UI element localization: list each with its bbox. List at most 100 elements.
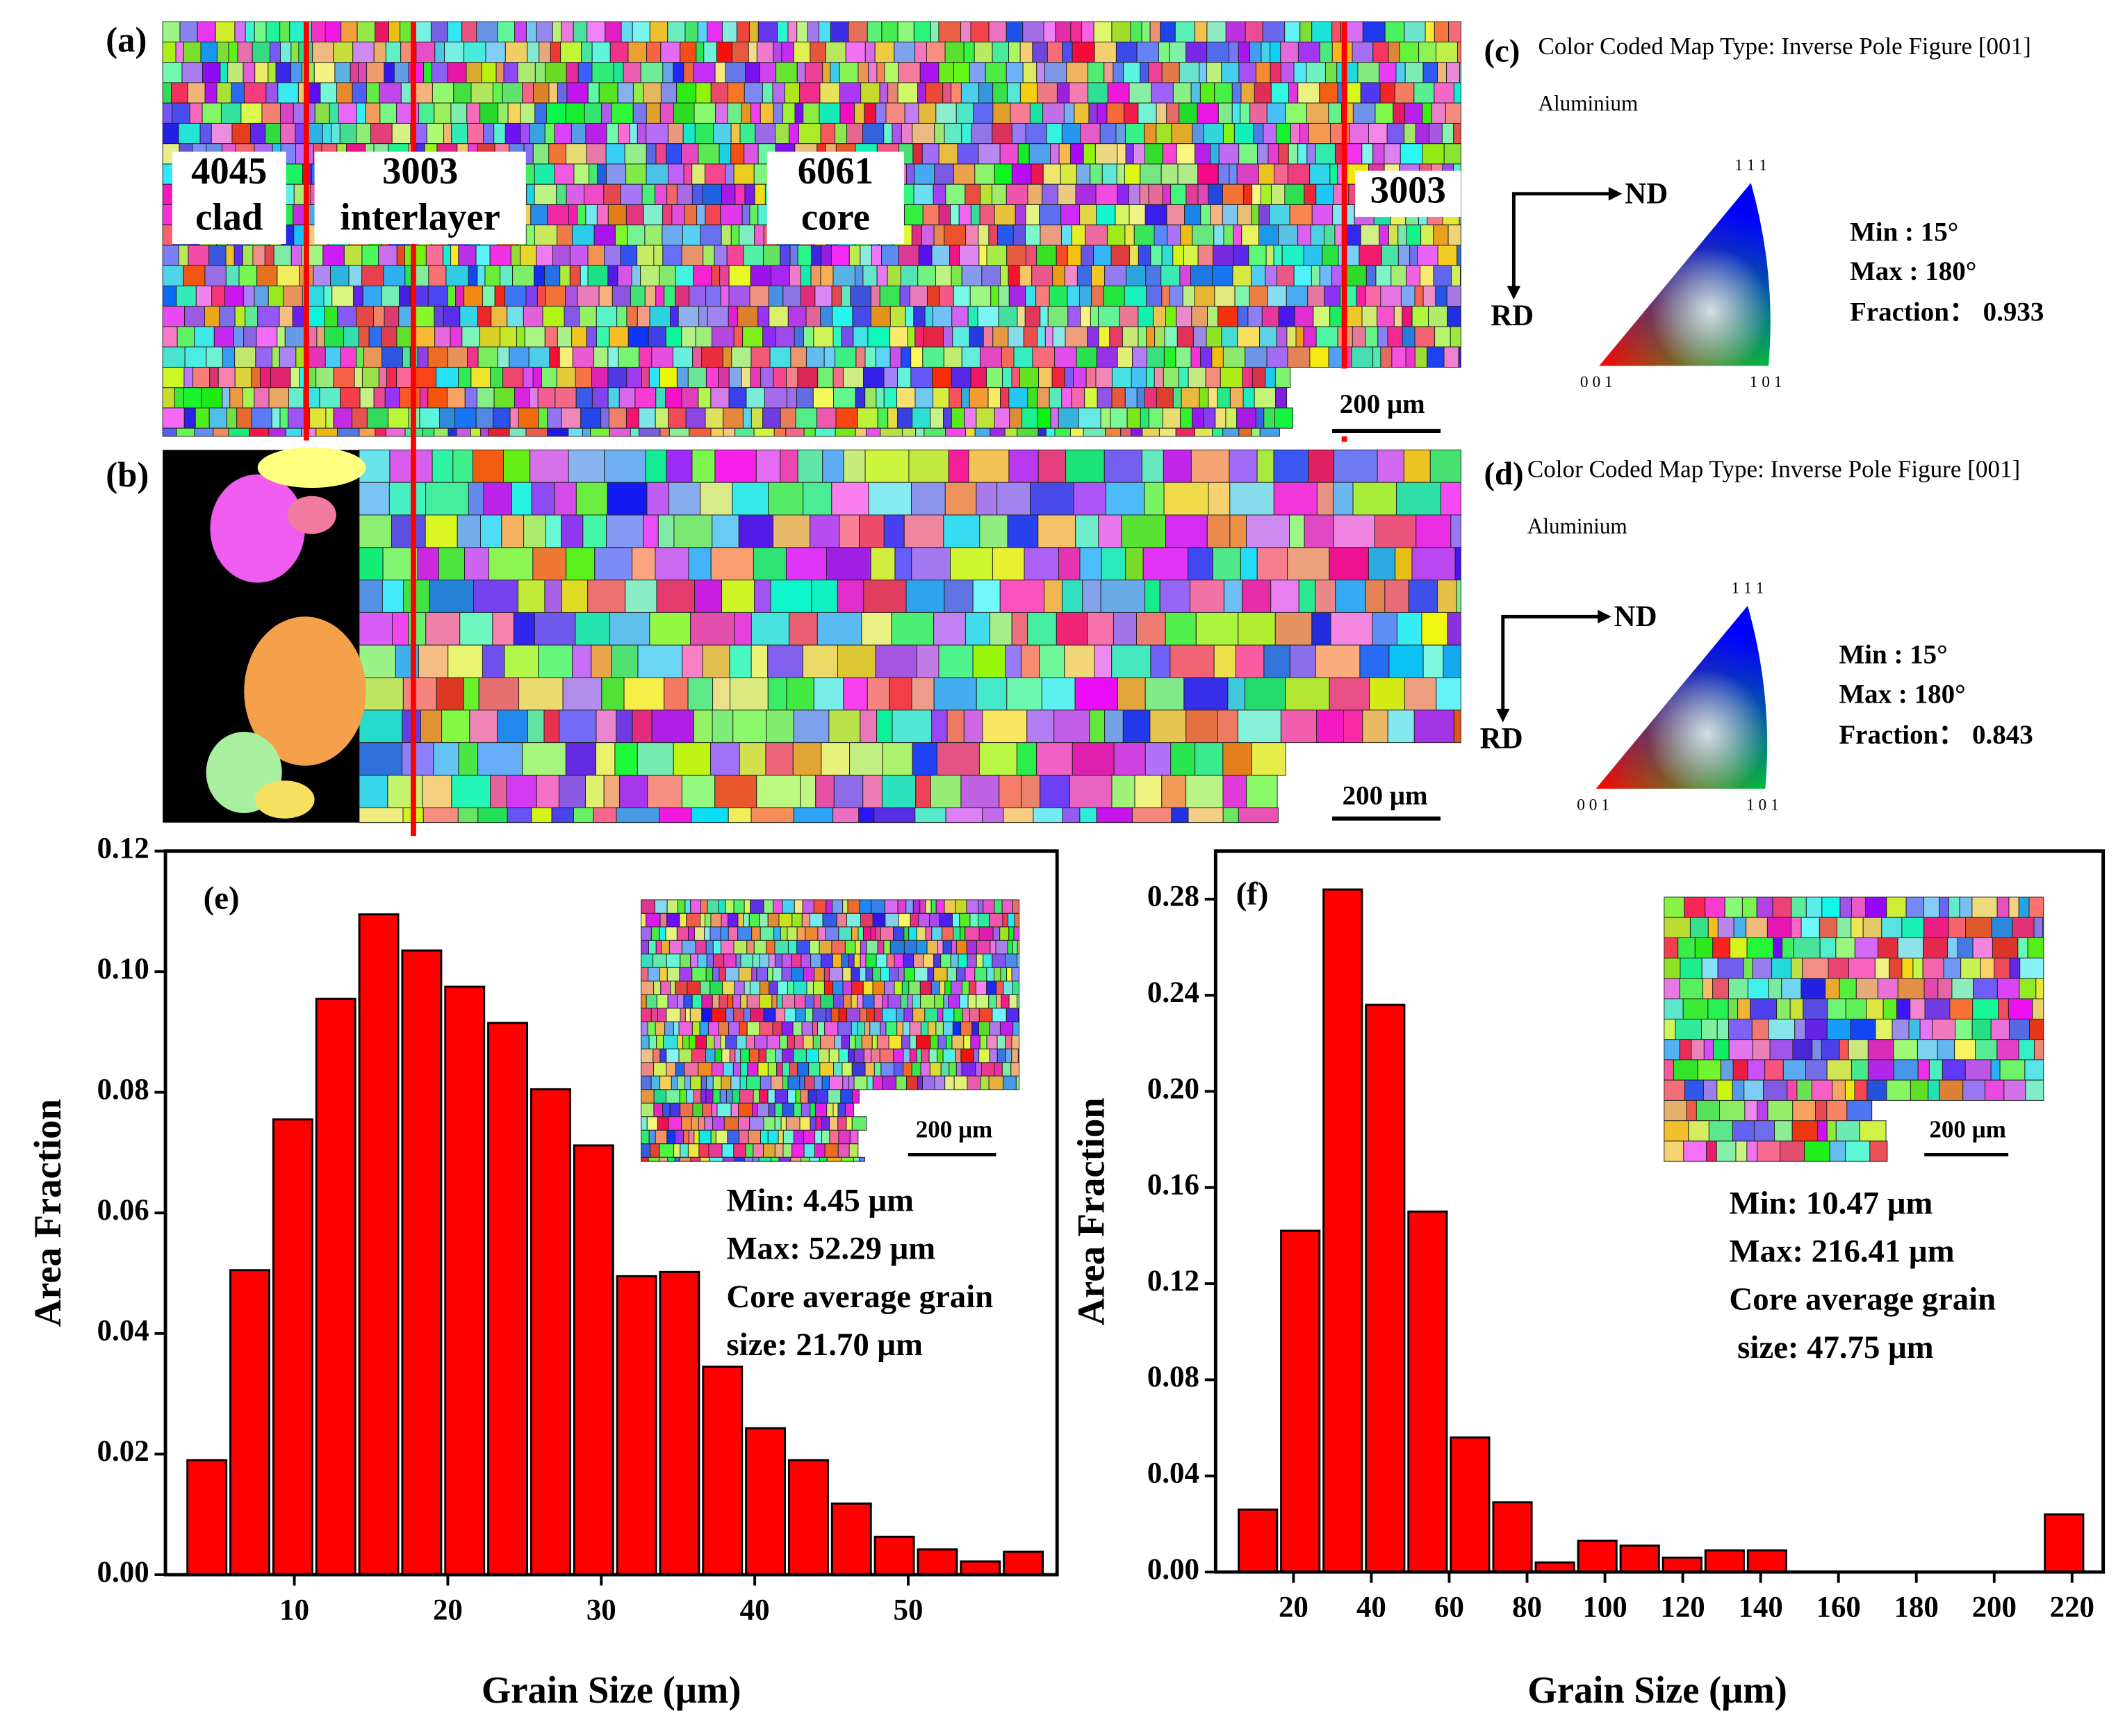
grain [646, 163, 668, 185]
grain [752, 953, 760, 968]
grain [728, 306, 739, 327]
grain [953, 926, 961, 941]
grain [605, 143, 625, 165]
grain [561, 580, 589, 613]
grain [236, 407, 252, 429]
grain [453, 82, 472, 104]
grain [728, 912, 739, 928]
grain [502, 82, 523, 104]
grain [162, 285, 177, 307]
grain [329, 102, 339, 124]
grain [402, 346, 411, 368]
grain [333, 407, 353, 429]
grain [638, 407, 656, 429]
grain [1393, 306, 1403, 327]
grain [853, 1048, 864, 1063]
grain [1259, 427, 1280, 437]
x-tick-label: 100 [1582, 1591, 1627, 1623]
grain [359, 742, 403, 776]
bar [573, 1144, 614, 1576]
grain [1278, 224, 1299, 246]
grain [231, 82, 245, 104]
grain [810, 1102, 816, 1117]
grain [965, 926, 980, 941]
y-tick-label: 0.00 [1147, 1553, 1199, 1586]
grain [2033, 917, 2044, 938]
grain [458, 366, 472, 388]
grain [687, 366, 707, 388]
grain [605, 21, 622, 42]
grain [1319, 41, 1333, 63]
grain [1217, 163, 1230, 185]
grain [978, 899, 984, 914]
grain [742, 326, 764, 347]
grain [1766, 917, 1791, 938]
grain [1190, 346, 1201, 368]
grain [766, 940, 776, 955]
grain [1719, 1099, 1746, 1122]
grain [712, 1116, 725, 1131]
grain [1274, 163, 1288, 185]
grain [1267, 285, 1287, 307]
grain [788, 122, 799, 145]
grain [432, 82, 454, 104]
grain [224, 285, 244, 307]
grain [898, 967, 905, 982]
grain [1223, 224, 1234, 246]
grain [1079, 285, 1092, 307]
grain [725, 899, 735, 914]
grain [782, 899, 795, 914]
grain [386, 366, 397, 388]
grain [162, 122, 179, 145]
grain [906, 1075, 919, 1090]
grain [908, 926, 917, 941]
grain [2019, 978, 2037, 999]
grain [325, 407, 334, 429]
grain [477, 306, 492, 327]
grain [659, 265, 676, 286]
map-type: Color Coded Map Type: Inverse Pole Figur… [1538, 33, 2030, 60]
grain [1042, 102, 1065, 124]
grain [1142, 547, 1188, 581]
grain [1024, 306, 1041, 327]
grain [1447, 306, 1461, 327]
grain [1069, 82, 1089, 104]
grain [820, 1035, 835, 1049]
grain [479, 102, 499, 124]
grain [586, 143, 607, 165]
grain [1901, 917, 1925, 938]
grain [689, 427, 712, 437]
grain [1004, 953, 1018, 968]
grain [644, 285, 657, 307]
grain [721, 1048, 730, 1063]
grain [870, 285, 880, 307]
bar [960, 1560, 1001, 1576]
grain [773, 366, 787, 388]
grain [381, 580, 404, 613]
grain [1826, 1018, 1851, 1040]
grain [1345, 306, 1363, 327]
grain [1334, 449, 1378, 483]
grain [211, 122, 233, 145]
grain [1040, 306, 1049, 327]
grain [1422, 143, 1445, 165]
grain [1247, 306, 1263, 327]
grain [702, 183, 722, 205]
grain [728, 807, 752, 824]
grain [366, 62, 385, 83]
grain [832, 899, 844, 914]
grain [889, 677, 912, 711]
grain [1717, 958, 1744, 979]
grain [853, 953, 861, 968]
grain [162, 346, 186, 368]
grain [641, 912, 647, 928]
grain [742, 407, 752, 429]
grain [958, 204, 971, 226]
grain [646, 994, 657, 1009]
grain [1255, 407, 1265, 429]
grain [933, 967, 948, 982]
grain [1080, 306, 1091, 327]
grain [680, 41, 697, 63]
grain [665, 326, 682, 347]
grain [1156, 387, 1174, 409]
